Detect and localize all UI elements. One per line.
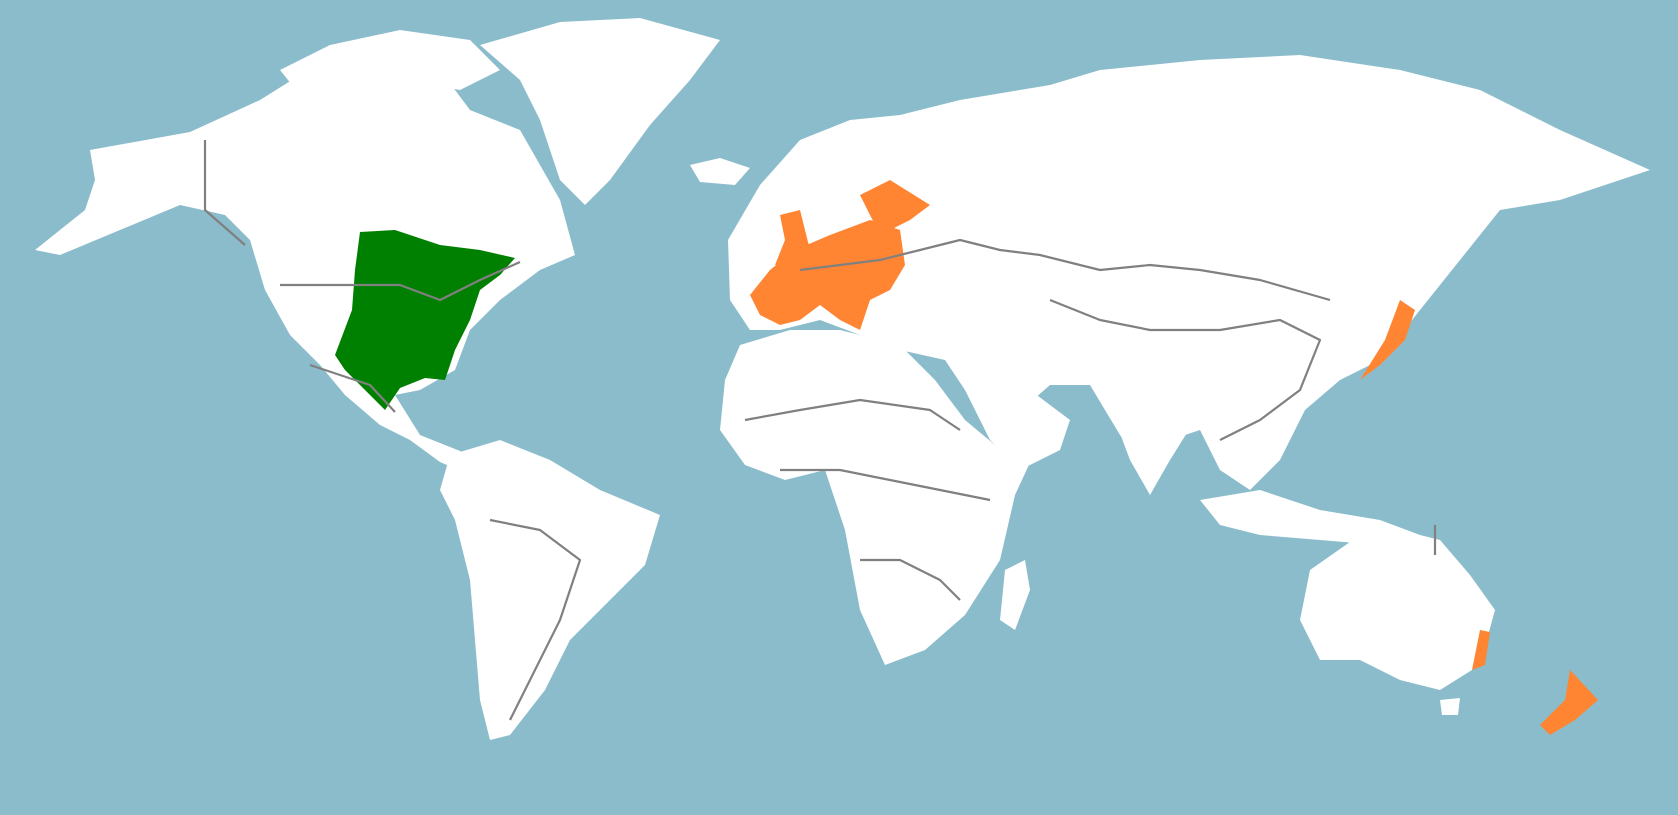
madagascar [1000,560,1030,630]
iceland [690,158,750,185]
border-us-mexico [309,363,396,413]
highlight-region-british-isles [775,210,810,265]
border-asia [1049,298,1322,441]
border-south-america [489,518,582,721]
canadian-arctic-islands [280,30,500,95]
highlight-region-europe [750,220,905,330]
southeast-asia-islands [1200,490,1420,545]
highlight-region-eastern-australia [1472,630,1490,670]
india [1110,380,1195,495]
greenland [480,18,720,205]
border-africa-central [780,468,991,502]
highlight-region-new-zealand [1540,670,1598,735]
africa [720,330,1045,665]
border-africa-north [744,398,961,431]
highlight-region-japan [1360,300,1415,380]
arabia [960,375,1070,470]
australia [1300,530,1495,690]
scandinavia [790,130,930,240]
eurasia [728,55,1650,490]
tasmania [1440,698,1460,715]
border-africa-south [860,558,961,601]
border-europe [799,238,1331,302]
south-america [440,440,660,740]
border-us-canada [280,260,521,302]
highlight-region-eastern-north-america [335,230,515,410]
border-alaska-canada [203,140,246,246]
highlight-region-scandinavia [860,180,930,235]
